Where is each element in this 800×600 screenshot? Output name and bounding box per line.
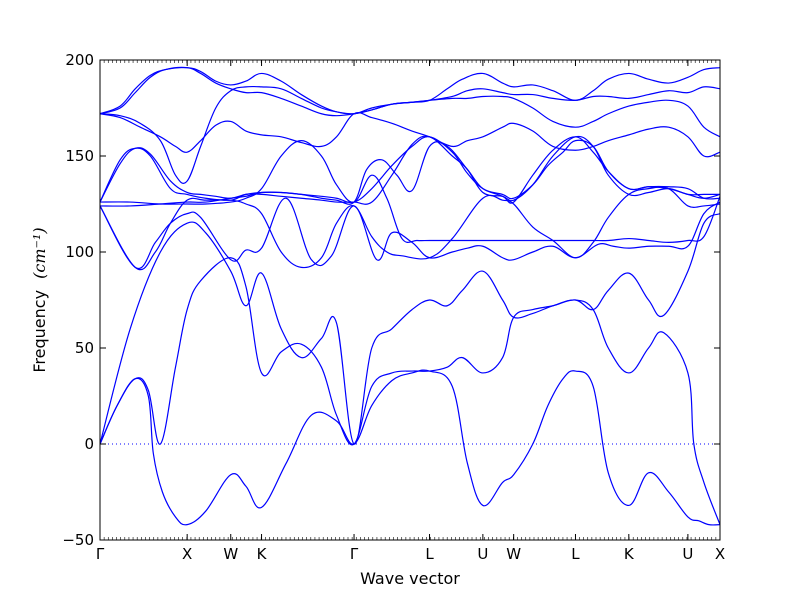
x-tick-label: X [182,545,192,563]
y-tick-label: 150 [65,147,94,165]
y-tick-label: 200 [65,51,94,69]
phonon-band-10 [100,112,720,158]
y-axis-label: Frequency (cm⁻¹) [30,227,49,372]
x-tick-label: W [506,545,521,563]
x-tick-label: Γ [96,545,105,563]
y-tick-label: −50 [62,531,94,549]
phonon-band-1 [100,369,720,526]
x-tick-label: W [223,545,238,563]
phonon-band-3 [100,213,720,445]
x-tick-label: K [257,545,268,563]
x-tick-label: Γ [350,545,359,563]
x-axis-label: Wave vector [360,569,460,588]
x-tick-label: K [624,545,635,563]
phonon-band-2 [100,257,720,525]
x-tick-label: L [425,545,434,563]
y-tick-label: 0 [84,435,94,453]
x-tick-label: L [571,545,580,563]
phonon-band-4 [100,197,720,270]
x-tick-label: U [477,545,488,563]
x-tick-label: U [682,545,693,563]
phonon-band-6 [100,140,720,244]
phonon-band-9 [100,136,720,204]
x-tick-label: X [715,545,725,563]
phonon-band-8 [100,135,720,205]
y-tick-label: 50 [75,339,94,357]
y-tick-label: 100 [65,243,94,261]
y-axis-label-text: Frequency [30,290,49,373]
phonon-band-13 [100,67,720,115]
y-axis-label-unit: (cm⁻¹) [30,227,49,278]
plot-frame [99,59,721,541]
phonon-band-5 [100,186,720,271]
